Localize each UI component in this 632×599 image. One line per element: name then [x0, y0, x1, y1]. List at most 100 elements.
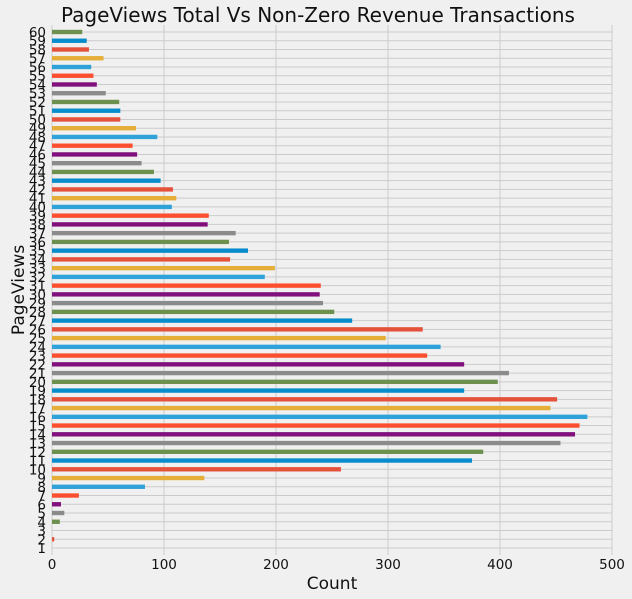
bar-pageviews-55: [52, 73, 94, 78]
chart-title: PageViews Total Vs Non-Zero Revenue Tran…: [61, 3, 575, 27]
bar-pageviews-8: [52, 484, 145, 489]
bar-pageviews-57: [52, 56, 104, 61]
bar-pageviews-26: [52, 327, 423, 332]
y-tick-label: 35: [29, 244, 46, 260]
bar-pageviews-14: [52, 432, 576, 437]
y-tick-label: 28: [29, 305, 46, 321]
bar-pageviews-25: [52, 335, 386, 341]
bar-pageviews-51: [52, 108, 121, 113]
y-tick-label: 22: [29, 357, 46, 373]
y-tick-label: 31: [29, 279, 46, 295]
bar-pageviews-36: [52, 239, 229, 245]
y-tick-label: 18: [29, 392, 46, 408]
bar-pageviews-22: [52, 362, 465, 367]
bar-pageviews-45: [52, 161, 142, 166]
y-tick-label: 48: [29, 130, 46, 146]
y-tick-label: 38: [29, 217, 46, 233]
y-tick-label: 2: [37, 532, 46, 548]
bar-pageviews-2: [52, 537, 55, 542]
y-tick-label: 59: [29, 34, 46, 50]
x-tick-label: 500: [599, 557, 625, 573]
bar-pageviews-49: [52, 126, 136, 131]
y-tick-label: 58: [29, 42, 46, 58]
y-tick-label: 25: [29, 331, 46, 347]
y-tick-label: 17: [29, 401, 46, 417]
x-tick-labels: 0 100 200 300 400 500: [48, 557, 625, 573]
y-tick-label: 15: [29, 419, 46, 435]
y-tick-label: 34: [29, 252, 46, 268]
y-tick-label: 6: [37, 497, 46, 513]
y-tick-label: 26: [29, 322, 46, 338]
bar-pageviews-42: [52, 187, 173, 192]
y-tick-label: 29: [29, 296, 46, 312]
x-tick-label: 100: [151, 557, 177, 573]
bar-pageviews-11: [52, 458, 472, 463]
y-tick-label: 49: [29, 121, 46, 137]
y-tick-label: 53: [29, 86, 46, 102]
y-tick-label: 47: [29, 139, 46, 155]
y-tick-label: 13: [29, 436, 46, 452]
bar-pageviews-10: [52, 467, 341, 472]
bar-pageviews-16: [52, 414, 588, 419]
y-tick-label: 1: [37, 541, 46, 557]
y-tick-label: 10: [29, 462, 46, 478]
bar-pageviews-31: [52, 283, 321, 288]
y-tick-label: 27: [29, 314, 46, 330]
bar-pageviews-46: [52, 152, 138, 157]
y-tick-label: 37: [29, 226, 46, 242]
y-tick-label: 52: [29, 95, 46, 111]
y-tick-label: 43: [29, 174, 46, 190]
bar-pageviews-15: [52, 423, 580, 428]
bar-pageviews-5: [52, 510, 65, 516]
bar-pageviews-17: [52, 405, 551, 411]
y-tick-label: 20: [29, 375, 46, 391]
y-tick-label: 55: [29, 69, 46, 85]
bar-pageviews-29: [52, 300, 324, 306]
bar-pageviews-41: [52, 195, 177, 201]
bar-pageviews-21: [52, 370, 509, 376]
bar-pageviews-59: [52, 38, 87, 43]
bar-pageviews-33: [52, 265, 275, 271]
bar-pageviews-23: [52, 353, 428, 358]
y-tick-label: 4: [37, 515, 46, 531]
y-tick-label: 41: [29, 191, 46, 207]
y-tick-label: 56: [29, 60, 46, 76]
y-tick-label: 50: [29, 112, 46, 128]
y-tick-label: 19: [29, 384, 46, 400]
bar-pageviews-20: [52, 379, 498, 385]
bar-pageviews-43: [52, 178, 161, 183]
bar-pageviews-6: [52, 502, 61, 507]
y-tick-label: 9: [37, 471, 46, 487]
bar-pageviews-47: [52, 143, 133, 148]
y-tick-label: 57: [29, 51, 46, 67]
x-axis-label: Count: [307, 574, 358, 594]
bar-pageviews-54: [52, 82, 97, 87]
bar-pageviews-13: [52, 440, 561, 446]
bar-pageviews-39: [52, 213, 209, 218]
y-tick-label: 5: [37, 506, 46, 522]
y-tick-label: 30: [29, 287, 46, 303]
y-tick-label: 14: [29, 427, 46, 443]
y-tick-labels: 1234567891011121314151617181920212223242…: [29, 25, 46, 557]
bar-pageviews-37: [52, 230, 236, 236]
y-axis-label: PageViews: [9, 245, 29, 335]
bar-pageviews-50: [52, 117, 121, 122]
bar-pageviews-24: [52, 344, 441, 350]
bar-pageviews-40: [52, 204, 172, 210]
y-tick-label: 16: [29, 410, 46, 426]
y-tick-label: 33: [29, 261, 46, 277]
y-tick-label: 7: [37, 489, 46, 505]
y-tick-label: 39: [29, 209, 46, 225]
bar-pageviews-28: [52, 309, 335, 315]
bar-pageviews-30: [52, 292, 320, 297]
y-tick-label: 23: [29, 349, 46, 365]
y-tick-label: 8: [37, 480, 46, 496]
bar-pageviews-12: [52, 449, 484, 454]
bar-pageviews-18: [52, 397, 558, 402]
y-tick-label: 42: [29, 182, 46, 198]
y-tick-label: 24: [29, 340, 46, 356]
y-tick-label: 12: [29, 445, 46, 461]
y-tick-label: 40: [29, 200, 46, 216]
y-tick-label: 36: [29, 235, 46, 251]
